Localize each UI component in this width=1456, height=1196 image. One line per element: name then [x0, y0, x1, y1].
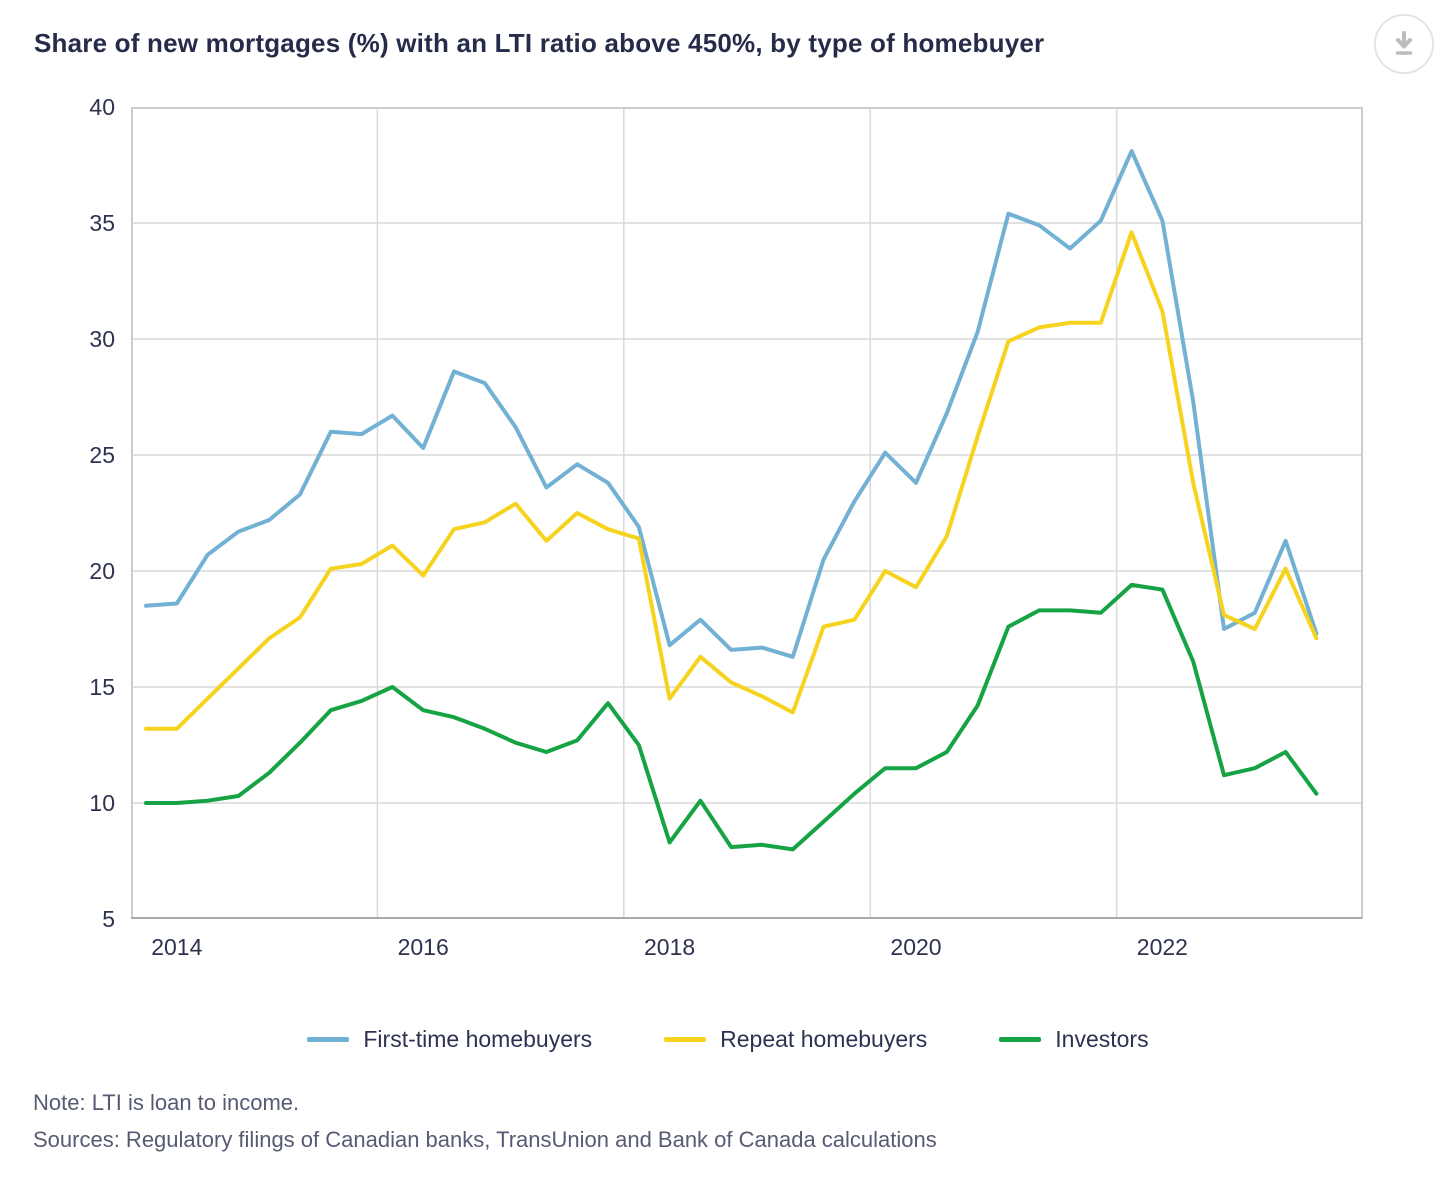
download-icon — [1395, 31, 1413, 55]
series-line-investors — [144, 582, 1319, 852]
legend-item[interactable]: Investors — [999, 1026, 1149, 1053]
legend-swatch-icon — [999, 1037, 1042, 1042]
legend-label: First-time homebuyers — [363, 1026, 593, 1052]
y-tick-label: 20 — [89, 558, 115, 584]
legend: First-time homebuyers Repeat homebuyers In… — [0, 1026, 1456, 1053]
legend-item[interactable]: Repeat homebuyers — [664, 1026, 927, 1053]
legend-swatch-icon — [664, 1037, 707, 1042]
legend-label: Investors — [1055, 1026, 1149, 1052]
series-line-repeat-homebuyers — [144, 230, 1319, 731]
chart-note: Note: LTI is loan to income. — [33, 1090, 300, 1115]
x-tick-label: 2022 — [1136, 934, 1188, 960]
x-tick-label: 2018 — [644, 934, 696, 960]
y-tick-label: 30 — [89, 326, 115, 352]
chart-title: Share of new mortgages (%) with an LTI r… — [34, 28, 1045, 58]
legend-label: Repeat homebuyers — [720, 1026, 928, 1052]
chart-sources: Sources: Regulatory filings of Canadian … — [33, 1127, 937, 1152]
series-line-first-time-homebuyers — [144, 149, 1319, 659]
y-tick-label: 25 — [89, 442, 115, 468]
y-tick-label: 10 — [89, 790, 115, 816]
y-tick-label: 40 — [89, 94, 115, 120]
legend-item[interactable]: First-time homebuyers — [307, 1026, 592, 1053]
x-tick-label: 2020 — [890, 934, 942, 960]
plot-area — [131, 107, 1363, 919]
y-tick-label: 15 — [89, 674, 115, 700]
y-tick-label: 35 — [89, 210, 115, 236]
legend-swatch-icon — [307, 1037, 350, 1042]
y-tick-label: 5 — [102, 906, 115, 932]
x-tick-label: 2016 — [397, 934, 449, 960]
x-tick-label: 2014 — [151, 934, 203, 960]
download-button[interactable] — [1374, 14, 1434, 74]
line-chart — [131, 107, 1363, 919]
